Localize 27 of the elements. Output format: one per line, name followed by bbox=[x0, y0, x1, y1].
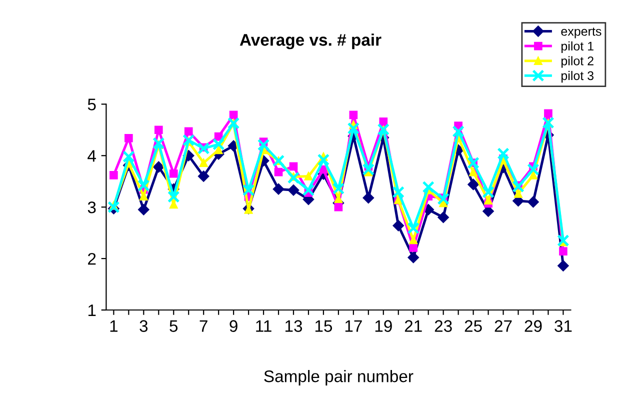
x-tick-label: 23 bbox=[434, 320, 452, 332]
y-tick-label: 5 bbox=[88, 98, 96, 110]
y-tick-label: 4 bbox=[88, 150, 96, 162]
x-tick-label: 21 bbox=[404, 320, 422, 332]
y-tick-label: 3 bbox=[88, 201, 96, 214]
x-tick-label: 27 bbox=[494, 320, 512, 332]
x-tick-label: 19 bbox=[375, 320, 392, 332]
legend-label: pilot 2 bbox=[562, 56, 594, 68]
x-tick-label: 11 bbox=[256, 320, 272, 332]
x-tick-label: 25 bbox=[464, 320, 482, 332]
x-axis-title: Sample pair number bbox=[264, 370, 414, 386]
x-tick-label: 29 bbox=[524, 320, 542, 332]
legend-label: pilot 1 bbox=[562, 41, 594, 54]
x-tick-label: 9 bbox=[230, 320, 238, 332]
x-tick-label: 17 bbox=[345, 320, 362, 332]
x-tick-label: 15 bbox=[315, 320, 332, 332]
x-tick-label: 13 bbox=[285, 320, 302, 332]
x-tick-label: 31 bbox=[554, 320, 572, 332]
x-tick-label: 3 bbox=[140, 320, 148, 332]
x-tick-label: 5 bbox=[170, 320, 178, 332]
x-tick-label: 1 bbox=[110, 320, 118, 332]
legend-label: pilot 3 bbox=[562, 70, 594, 83]
y-tick-label: 2 bbox=[88, 252, 96, 265]
x-tick-label: 7 bbox=[200, 320, 208, 332]
chart-title: Average vs. # pair bbox=[240, 34, 382, 50]
legend-label: experts bbox=[561, 28, 602, 38]
y-tick-label: 1 bbox=[88, 304, 96, 316]
